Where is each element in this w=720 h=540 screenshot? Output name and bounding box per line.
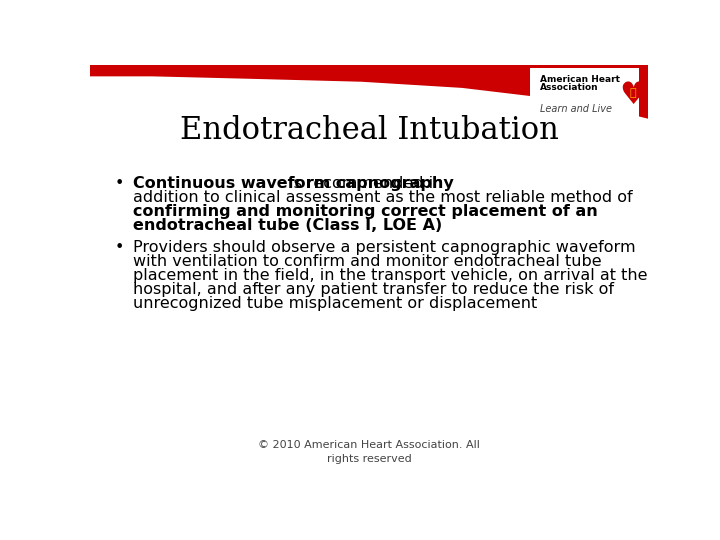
Text: addition to clinical assessment as the most reliable method of: addition to clinical assessment as the m… (132, 190, 632, 205)
Text: unrecognized tube misplacement or displacement: unrecognized tube misplacement or displa… (132, 295, 537, 310)
Text: Endotracheal Intubation: Endotracheal Intubation (179, 115, 559, 146)
Text: ♥: ♥ (618, 81, 646, 110)
Text: ｜: ｜ (629, 88, 636, 98)
Text: endotracheal tube (Class I, LOE A): endotracheal tube (Class I, LOE A) (132, 218, 442, 233)
Text: •: • (114, 240, 124, 255)
Text: is recommended in: is recommended in (284, 177, 444, 192)
Text: © 2010 American Heart Association. All
rights reserved: © 2010 American Heart Association. All r… (258, 440, 480, 464)
Text: confirming and monitoring correct placement of an: confirming and monitoring correct placem… (132, 204, 598, 219)
Text: •: • (114, 177, 124, 192)
Text: Providers should observe a persistent capnographic waveform: Providers should observe a persistent ca… (132, 240, 635, 255)
Polygon shape (90, 65, 648, 119)
FancyBboxPatch shape (530, 68, 639, 120)
Text: Learn and Live: Learn and Live (539, 104, 611, 114)
Text: hospital, and after any patient transfer to reduce the risk of: hospital, and after any patient transfer… (132, 282, 613, 297)
Text: Continuous waveform capnography: Continuous waveform capnography (132, 177, 454, 192)
Text: Association: Association (539, 83, 598, 92)
Text: placement in the field, in the transport vehicle, on arrival at the: placement in the field, in the transport… (132, 268, 647, 283)
Text: with ventilation to confirm and monitor endotracheal tube: with ventilation to confirm and monitor … (132, 254, 601, 269)
Text: American Heart: American Heart (539, 75, 619, 84)
